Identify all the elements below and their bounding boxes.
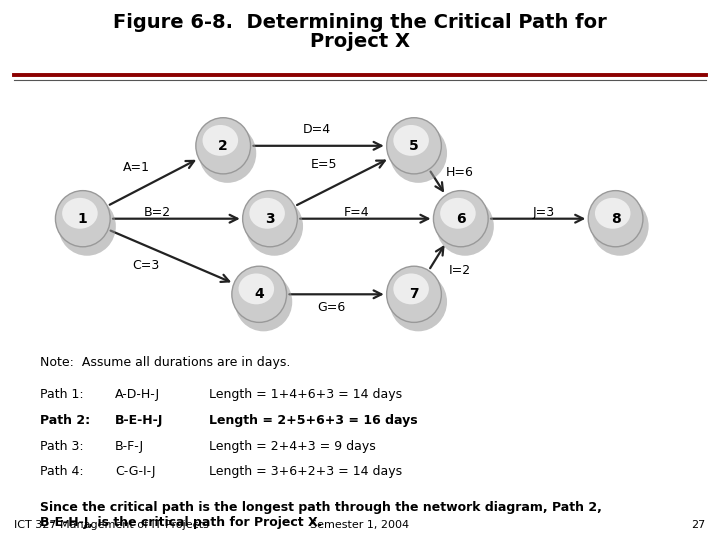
Text: Length = 1+4+6+3 = 14 days: Length = 1+4+6+3 = 14 days [209, 388, 402, 401]
Text: Path 4:: Path 4: [40, 465, 84, 478]
Text: Since the critical path is the longest path through the network diagram, Path 2,: Since the critical path is the longest p… [40, 501, 601, 529]
Text: D=4: D=4 [302, 123, 331, 136]
Text: Length = 2+4+3 = 9 days: Length = 2+4+3 = 9 days [209, 440, 376, 453]
Ellipse shape [235, 272, 292, 332]
Text: F=4: F=4 [343, 206, 369, 219]
Text: G=6: G=6 [317, 301, 346, 314]
Text: E=5: E=5 [311, 158, 337, 171]
Ellipse shape [393, 125, 429, 156]
Ellipse shape [55, 191, 110, 247]
Text: Path 3:: Path 3: [40, 440, 84, 453]
Text: C=3: C=3 [132, 259, 159, 272]
Ellipse shape [238, 273, 274, 305]
Text: H=6: H=6 [446, 166, 473, 179]
Text: 27: 27 [691, 520, 706, 530]
Text: 6: 6 [456, 212, 466, 226]
Text: Project X: Project X [310, 32, 410, 51]
Text: 5: 5 [409, 139, 419, 153]
Ellipse shape [588, 191, 643, 247]
Ellipse shape [387, 266, 441, 322]
Text: J=3: J=3 [533, 206, 554, 219]
Ellipse shape [62, 198, 98, 229]
Ellipse shape [393, 273, 429, 305]
Ellipse shape [433, 191, 488, 247]
Text: Note:  Assume all durations are in days.: Note: Assume all durations are in days. [40, 356, 290, 369]
Ellipse shape [595, 198, 631, 229]
Text: B-F-J: B-F-J [115, 440, 144, 453]
Ellipse shape [199, 124, 256, 183]
Ellipse shape [387, 118, 441, 174]
Ellipse shape [436, 197, 494, 256]
Ellipse shape [232, 266, 287, 322]
Text: B=2: B=2 [143, 206, 171, 219]
Text: 8: 8 [611, 212, 621, 226]
Text: 1: 1 [78, 212, 88, 226]
Text: Semester 1, 2004: Semester 1, 2004 [310, 520, 410, 530]
Text: 7: 7 [409, 287, 419, 301]
Ellipse shape [246, 197, 303, 256]
Ellipse shape [196, 118, 251, 174]
Text: ICT 327 Management of IT Projects: ICT 327 Management of IT Projects [14, 520, 210, 530]
Text: 4: 4 [254, 287, 264, 301]
Text: Path 1:: Path 1: [40, 388, 84, 401]
Ellipse shape [243, 191, 297, 247]
Text: Path 2:: Path 2: [40, 414, 90, 427]
Ellipse shape [390, 272, 447, 332]
Ellipse shape [58, 197, 116, 256]
Text: A-D-H-J: A-D-H-J [115, 388, 161, 401]
Text: 2: 2 [218, 139, 228, 153]
Text: Figure 6-8.  Determining the Critical Path for: Figure 6-8. Determining the Critical Pat… [113, 14, 607, 32]
Ellipse shape [249, 198, 285, 229]
Ellipse shape [440, 198, 476, 229]
Text: Length = 2+5+6+3 = 16 days: Length = 2+5+6+3 = 16 days [209, 414, 418, 427]
Text: Length = 3+6+2+3 = 14 days: Length = 3+6+2+3 = 14 days [209, 465, 402, 478]
Text: I=2: I=2 [449, 264, 470, 276]
Text: A=1: A=1 [123, 161, 150, 174]
Text: B-E-H-J: B-E-H-J [115, 414, 163, 427]
Ellipse shape [390, 124, 447, 183]
Text: C-G-I-J: C-G-I-J [115, 465, 156, 478]
Text: 3: 3 [265, 212, 275, 226]
Ellipse shape [202, 125, 238, 156]
Ellipse shape [591, 197, 649, 256]
